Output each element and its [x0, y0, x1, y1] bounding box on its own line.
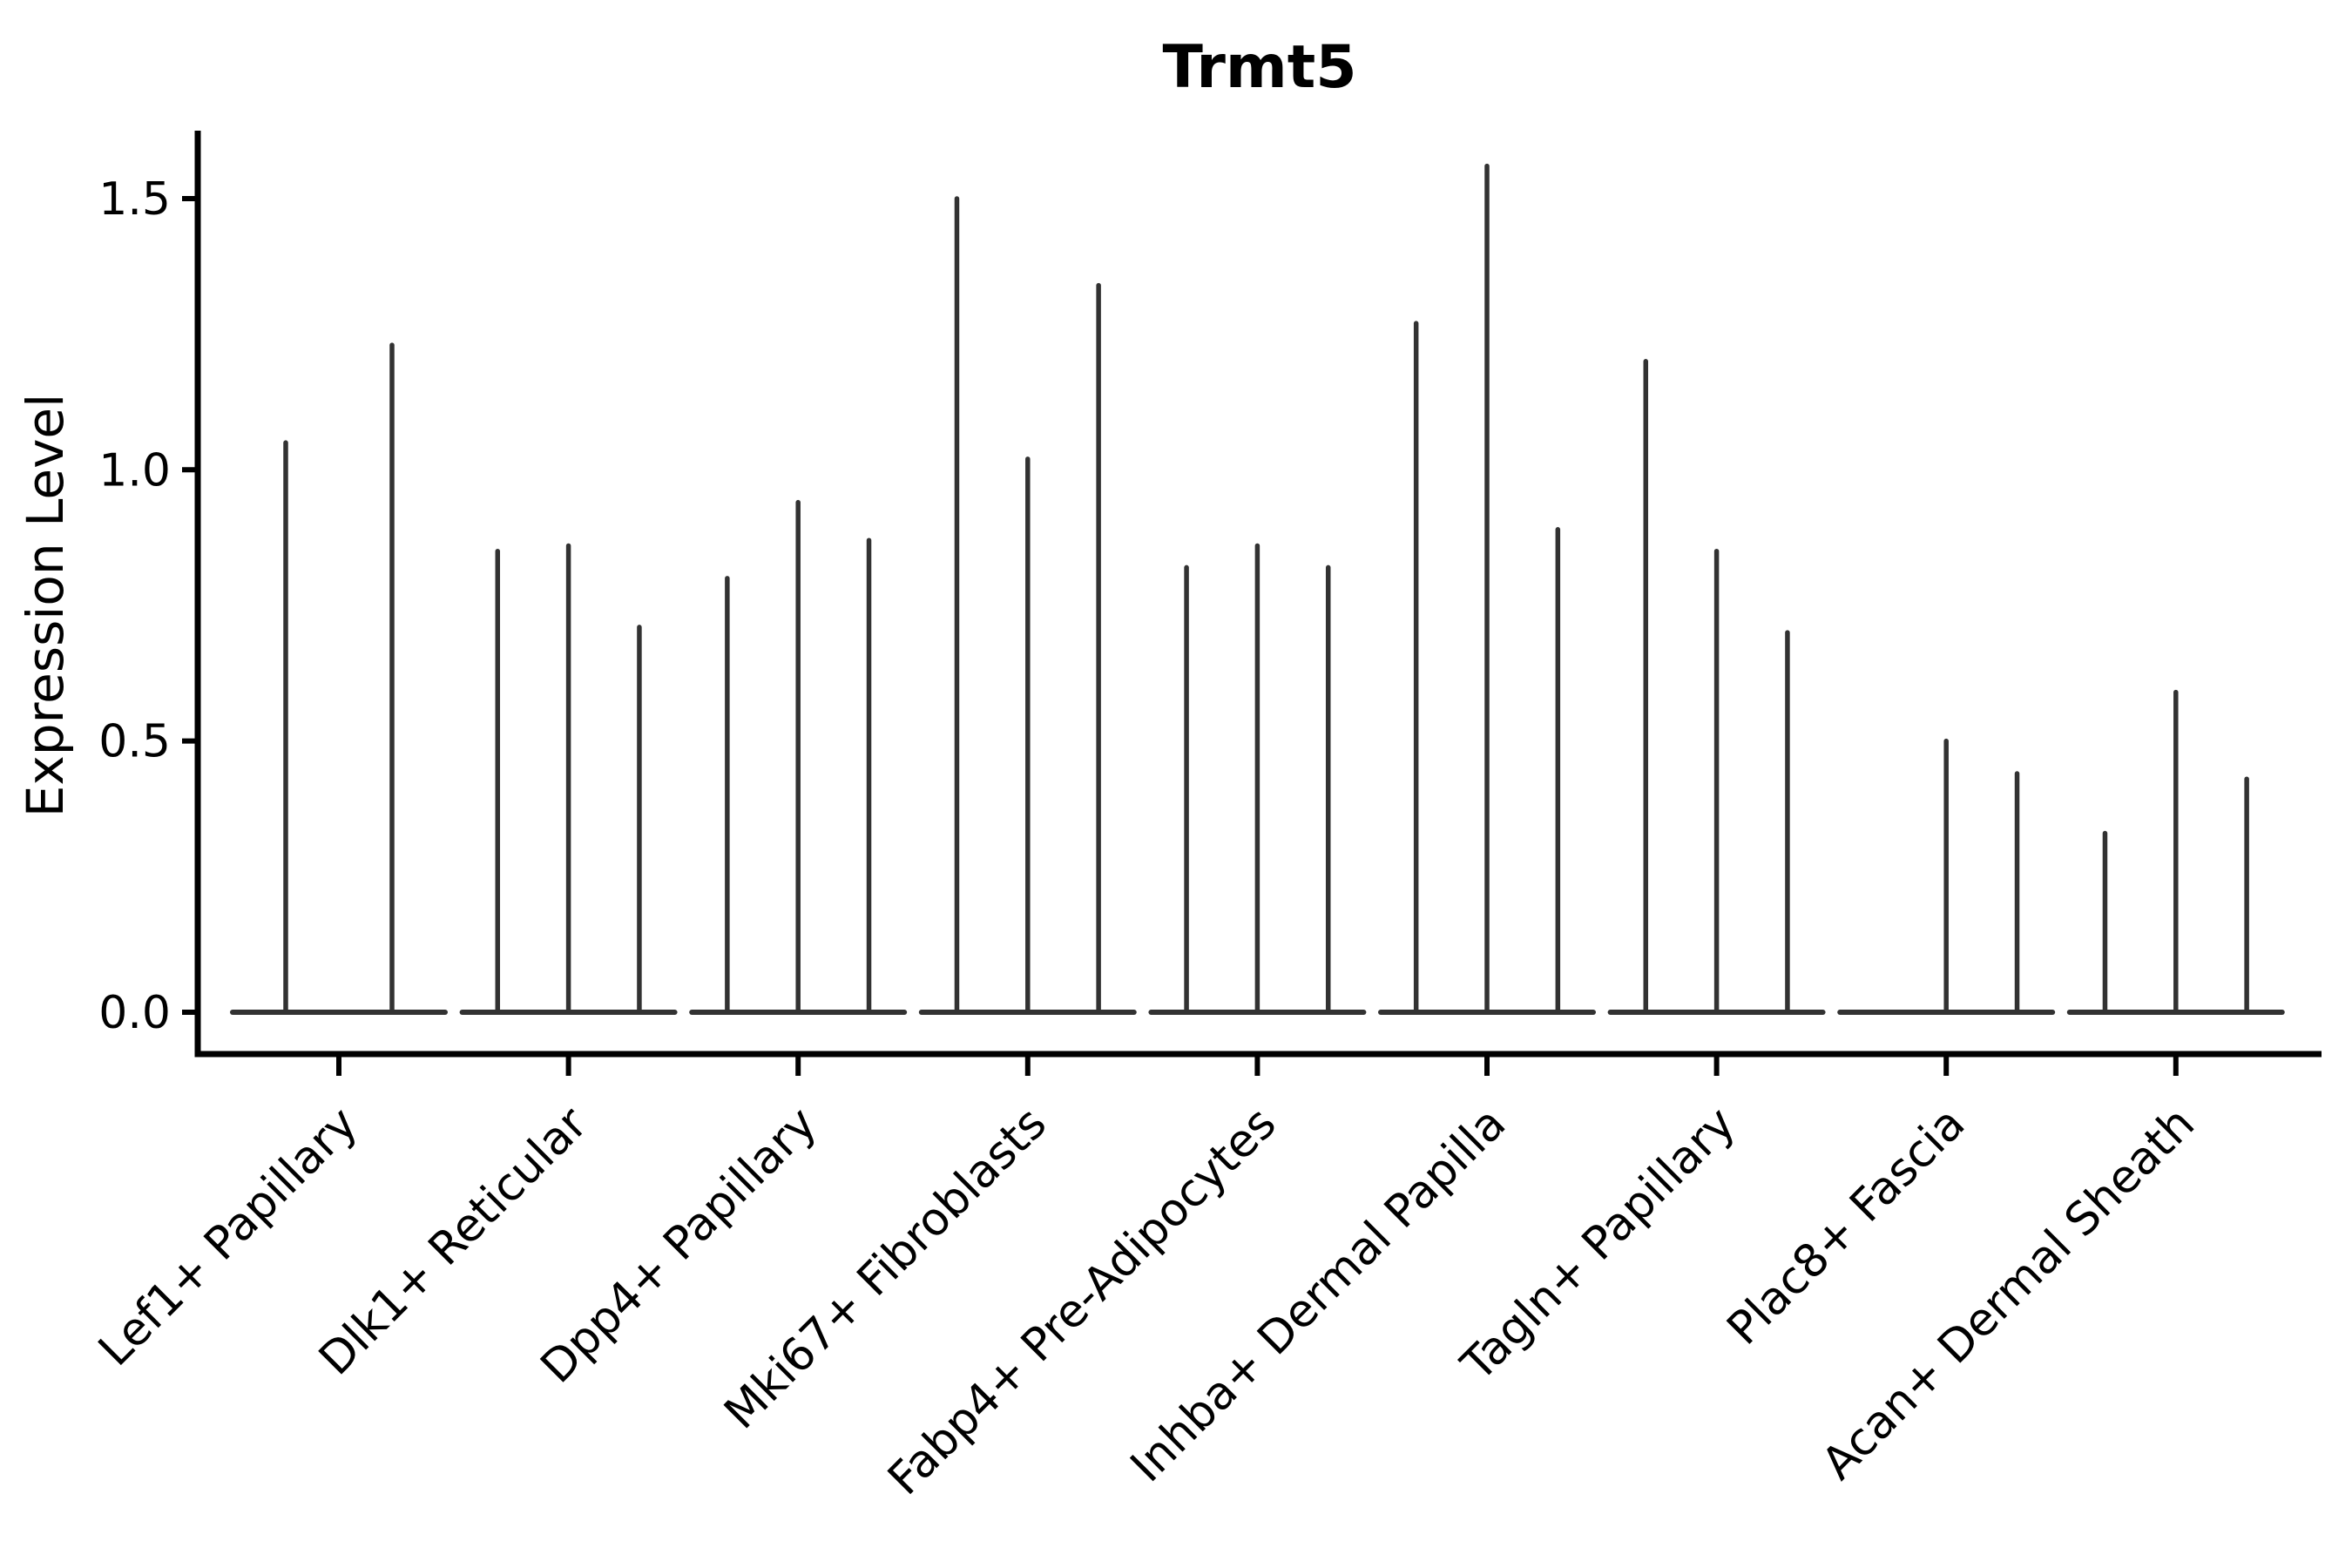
chart-title: Trmt5 [1162, 33, 1356, 102]
violin-group [689, 499, 908, 1015]
violin-group [2066, 689, 2285, 1015]
axes-spines [194, 131, 2322, 1058]
violin-group [918, 196, 1137, 1015]
violin-group [1837, 738, 2056, 1015]
violin-group [230, 342, 448, 1015]
y-tick-label: 1.5 [98, 173, 171, 226]
x-tick-label: Inhba+ Dermal Papilla [1121, 1098, 1516, 1492]
y-tick-label: 1.0 [98, 444, 171, 497]
y-tick-label: 0.0 [98, 987, 171, 1039]
y-tick-label: 0.5 [98, 716, 171, 768]
y-axis-label: Expression Level [16, 394, 75, 817]
x-tick-label: Plac8+ Fascia [1718, 1098, 1976, 1355]
violin-group [1148, 543, 1367, 1015]
violin-group [1607, 359, 1826, 1015]
x-tick-label: Fabp4+ Pre-Adipocytes [878, 1098, 1286, 1505]
x-tick-label: Acan+ Dermal Sheath [1812, 1098, 2205, 1490]
violins [230, 163, 2285, 1015]
y-axis-ticks: 0.0 0.5 1.0 1.5 [98, 173, 198, 1039]
violin-group [1378, 163, 1596, 1015]
violin-group [459, 543, 678, 1015]
